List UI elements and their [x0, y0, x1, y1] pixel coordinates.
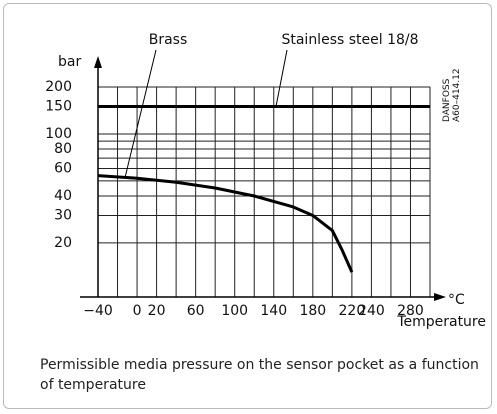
x-tick-label: 280 — [397, 303, 424, 319]
x-tick-label: 180 — [299, 303, 326, 319]
drawing-code: DANFOSSA60–414.12 — [442, 68, 462, 122]
x-tick-label: 140 — [260, 303, 287, 319]
series-label: Brass — [149, 32, 188, 48]
y-axis-arrow — [94, 56, 102, 68]
x-tick-label: 240 — [358, 303, 385, 319]
leader-line — [275, 49, 288, 107]
x-tick-label: 100 — [221, 303, 248, 319]
y-tick-label: 30 — [54, 207, 72, 223]
series-label: Stainless steel 18/8 — [281, 32, 418, 48]
x-tick-label: 60 — [187, 303, 205, 319]
y-tick-label: 40 — [54, 188, 72, 204]
x-tick-label: 20 — [148, 303, 166, 319]
x-tick-label: −40 — [83, 303, 113, 319]
caption: Permissible media pressure on the sensor… — [40, 357, 479, 393]
y-tick-label: 20 — [54, 235, 72, 251]
y-axis-label: bar — [58, 54, 81, 70]
y-tick-label: 100 — [45, 126, 72, 142]
x-axis-arrow — [434, 293, 446, 301]
line — [97, 174, 354, 273]
y-tick-label: 80 — [54, 141, 72, 157]
x-tick-label: 0 — [133, 303, 142, 319]
leader-line — [124, 49, 157, 178]
y-tick-label: 60 — [54, 161, 72, 177]
y-tick-label: 150 — [45, 98, 72, 114]
frame — [3, 3, 492, 409]
y-tick-label: 200 — [45, 79, 72, 95]
x-tick-label: 220 — [339, 303, 366, 319]
x-unit: °C — [448, 292, 465, 308]
x-axis-label: Temperature — [396, 314, 486, 330]
